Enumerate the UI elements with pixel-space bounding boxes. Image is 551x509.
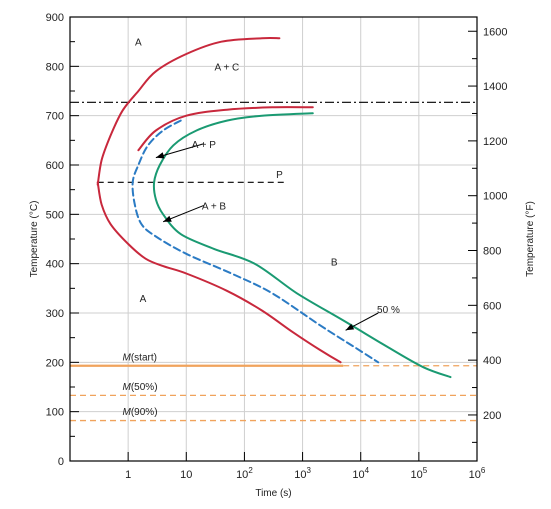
labels-layer: 0 100 200 300 400 500 600 700 800 900 200 400 600 800… [46, 12, 508, 481]
y-tick-label-left: 100 [46, 407, 64, 419]
y-tick-label-right: 1000 [483, 191, 507, 203]
region-label: A + C [215, 62, 240, 73]
x-axis-title: Time (s) [255, 488, 291, 499]
transformation-curve [152, 112, 452, 379]
region-label: A [140, 294, 147, 305]
y-axis-right-title: Temperature (°F) [525, 201, 536, 277]
region-label: A + P [192, 140, 217, 151]
arrowhead [345, 323, 355, 331]
grid-layer [70, 16, 478, 462]
frame-layer [69, 16, 478, 462]
x-tick-label: 10 [180, 469, 192, 481]
region-label: B [331, 258, 338, 269]
region-label: P [276, 170, 283, 181]
transformation-curve [131, 119, 380, 364]
y-axis-left-title: Temperature (°C) [29, 201, 40, 278]
leader-arrow-line [155, 143, 204, 159]
y-tick-label-left: 0 [58, 456, 64, 468]
curves-layer [96, 36, 452, 379]
martensite-label: M(50%) [123, 382, 158, 393]
y-tick-label-right: 200 [483, 410, 501, 422]
arrowhead [163, 215, 172, 222]
reference-lines [70, 101, 477, 422]
martensite-label: M(start) [123, 352, 157, 363]
transformation-curve [137, 106, 314, 152]
y-tick-label-right: 600 [483, 300, 501, 312]
region-label: 50 % [377, 305, 400, 316]
plot-frame [69, 16, 478, 462]
region-label: A + B [202, 201, 227, 212]
region-label: A [135, 38, 142, 49]
y-tick-label-left: 700 [46, 111, 64, 123]
y-tick-label-left: 500 [46, 209, 64, 221]
y-tick-label-left: 600 [46, 160, 64, 172]
x-tick-label: 105 [411, 466, 428, 481]
transformation-curve [96, 181, 342, 364]
y-tick-label-left: 900 [46, 12, 64, 24]
y-tick-label-left: 400 [46, 259, 64, 271]
y-tick-label-right: 800 [483, 246, 501, 258]
x-tick-label: 1 [125, 469, 131, 481]
martensite-label: M(90%) [123, 407, 158, 418]
transformation-curve [96, 36, 281, 186]
arrowhead [155, 152, 165, 159]
x-tick-label: 102 [236, 466, 253, 481]
y-tick-label-right: 400 [483, 355, 501, 367]
arrows-layer [155, 143, 379, 331]
y-tick-label-right: 1600 [483, 26, 507, 38]
y-tick-label-left: 800 [46, 61, 64, 73]
x-tick-label: 103 [294, 466, 311, 481]
x-tick-label: 106 [469, 466, 486, 481]
y-tick-label-right: 1400 [483, 81, 507, 93]
y-tick-label-left: 300 [46, 308, 64, 320]
y-tick-label-right: 1200 [483, 136, 507, 148]
y-tick-label-left: 200 [46, 357, 64, 369]
x-tick-label: 104 [352, 466, 369, 481]
